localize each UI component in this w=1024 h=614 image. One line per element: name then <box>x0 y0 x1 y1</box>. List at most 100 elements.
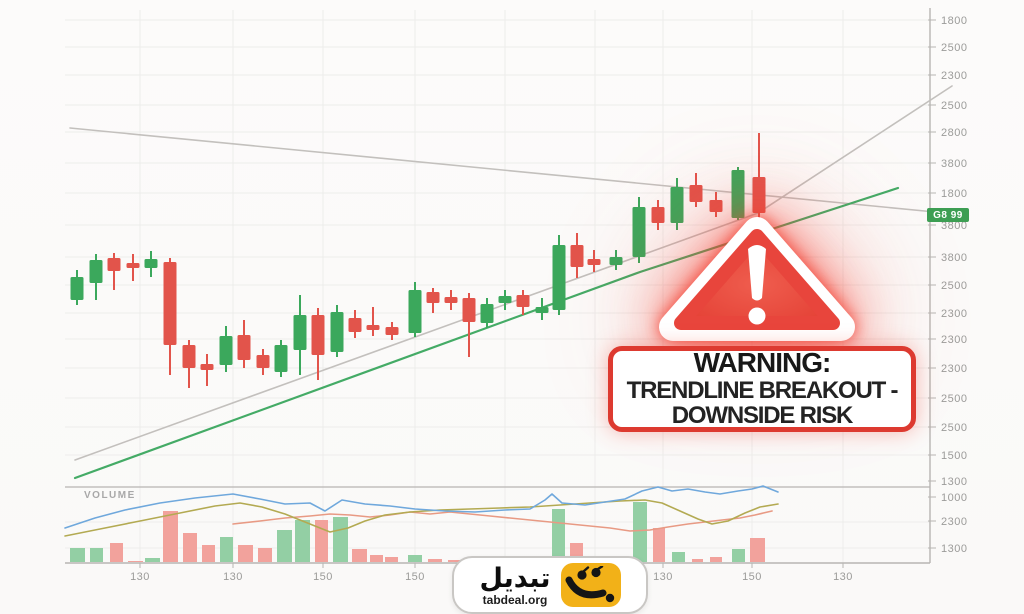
volume-bar <box>145 558 160 562</box>
volume-bar <box>653 528 665 562</box>
candle-body <box>552 245 566 310</box>
candle-body <box>516 295 530 307</box>
candle-body <box>274 345 288 372</box>
y-tick-label: 2500 <box>941 393 967 405</box>
warning-title: WARNING: <box>693 347 832 379</box>
warning-box: WARNING: TRENDLINE BREAKOUT - DOWNSIDE R… <box>608 346 916 432</box>
volume-bar <box>385 557 398 562</box>
candle-body <box>70 277 84 300</box>
candle-body <box>385 327 399 335</box>
warning-text-line3: DOWNSIDE RISK <box>671 402 854 430</box>
volume-bar <box>448 560 460 562</box>
candle-body <box>462 298 476 322</box>
candle-body <box>126 263 140 268</box>
volume-bar <box>238 545 253 562</box>
candle-body <box>144 259 158 268</box>
candle-body <box>731 170 745 218</box>
volume-bar <box>672 552 685 562</box>
candle-body <box>709 200 723 212</box>
candle-body <box>535 307 549 313</box>
candle-body <box>609 257 623 265</box>
candle-body <box>237 335 251 360</box>
x-tick-label: 130 <box>130 571 150 583</box>
candle-body <box>480 304 494 323</box>
tabdeal-logo: تبديل tabdeal.org <box>452 556 648 614</box>
y-tick-label: 2300 <box>941 363 967 375</box>
volume-bar <box>295 520 310 562</box>
candle-body <box>498 296 512 303</box>
y-tick-label: 2300 <box>941 516 967 528</box>
volume-bar <box>202 545 215 562</box>
volume-bar <box>110 543 123 562</box>
volume-bar <box>370 555 383 562</box>
candle-body <box>182 345 196 368</box>
descending-trendline <box>69 127 936 213</box>
y-tick-label: 1500 <box>941 450 967 462</box>
y-tick-label: 2500 <box>941 100 967 112</box>
tabdeal-brand-arabic: تبديل <box>479 562 551 594</box>
volume-bar <box>90 548 103 562</box>
candle-body <box>330 312 344 352</box>
volume-bar <box>258 548 272 562</box>
y-tick-label: 2500 <box>941 280 967 292</box>
y-tick-label: 2500 <box>941 42 967 54</box>
y-tick-label: 1800 <box>941 188 967 200</box>
volume-bar <box>633 502 647 562</box>
y-tick-label: 3800 <box>941 158 967 170</box>
tabdeal-domain: tabdeal.org <box>482 592 548 607</box>
x-tick-label: 130 <box>653 571 673 583</box>
y-tick-label: 3800 <box>941 252 967 264</box>
volume-pane-label: VOLUME <box>84 490 136 501</box>
volume-bar <box>692 559 703 562</box>
candle-body <box>570 245 584 267</box>
x-tick-label: 130 <box>223 571 243 583</box>
candle-body <box>293 315 307 350</box>
y-tick-label: 2500 <box>941 422 967 434</box>
y-tick-label: 2800 <box>941 127 967 139</box>
candle-body <box>408 290 422 333</box>
y-tick-label: 1800 <box>941 15 967 27</box>
candle-body <box>689 185 703 202</box>
candle-body <box>670 187 684 223</box>
volume-bar <box>333 517 348 562</box>
volume-ma-blue <box>64 485 779 529</box>
candle-body <box>752 177 766 213</box>
price-badge: G8 99 <box>927 208 969 222</box>
candle-body <box>632 207 646 257</box>
volume-ma-orange <box>232 510 773 532</box>
volume-bar <box>183 533 197 562</box>
candle-body <box>200 364 214 370</box>
y-tick-label: 3800 <box>941 220 967 232</box>
x-tick-label: 130 <box>833 571 853 583</box>
volume-bar <box>163 511 178 562</box>
x-tick-label: 150 <box>313 571 333 583</box>
y-tick-label: 1000 <box>941 492 967 504</box>
volume-bar <box>408 555 422 562</box>
volume-bar <box>277 530 292 562</box>
candle-body <box>219 336 233 365</box>
volume-bar <box>220 537 233 562</box>
candle-body <box>587 259 601 265</box>
x-tick-label: 150 <box>742 571 762 583</box>
candle-body <box>89 260 103 283</box>
y-tick-label: 2300 <box>941 308 967 320</box>
candle-body <box>107 258 121 271</box>
volume-bar <box>710 557 722 562</box>
green-trendline <box>73 186 900 480</box>
volume-bar <box>128 561 143 562</box>
volume-bar <box>352 549 367 562</box>
warning-text-line2: TRENDLINE BREAKOUT - <box>626 376 899 404</box>
candle-body <box>256 355 270 368</box>
candle-body <box>366 325 380 330</box>
candle-body <box>348 318 362 332</box>
x-tick-label: 150 <box>405 571 425 583</box>
candle-body <box>426 292 440 303</box>
volume-bar <box>70 548 85 562</box>
y-tick-label: 2300 <box>941 70 967 82</box>
volume-bar <box>750 538 765 562</box>
tabdeal-logo-icon <box>560 563 621 607</box>
volume-ma-olive <box>64 499 779 537</box>
volume-bar <box>428 559 442 562</box>
